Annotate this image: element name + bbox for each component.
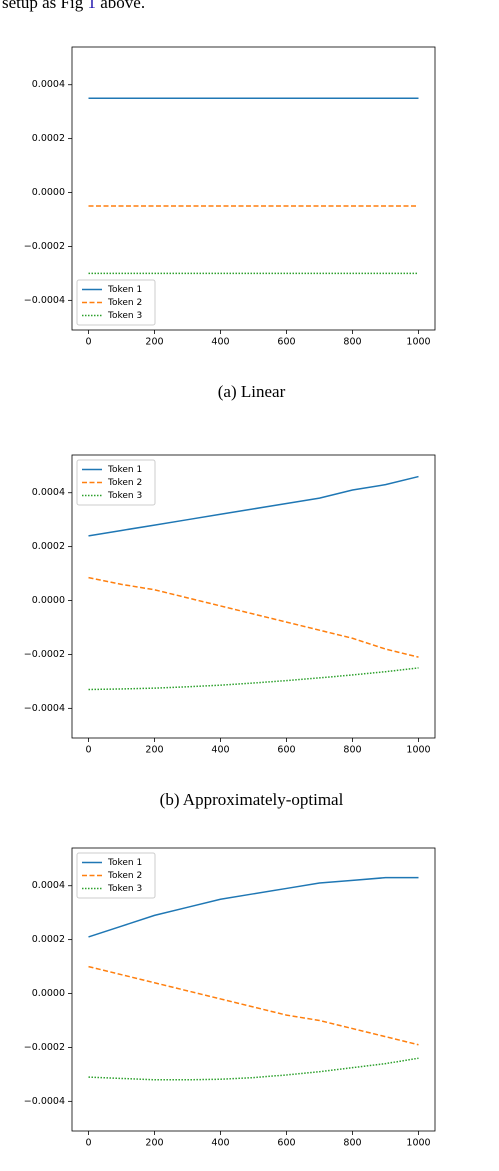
text: above. [100, 0, 145, 12]
x-tick-label: 800 [343, 745, 361, 756]
legend-label: Token 1 [107, 858, 142, 868]
legend-label: Token 1 [107, 465, 142, 475]
caption: (b) Approximately-optimal [160, 790, 344, 809]
y-tick-label: 0.0002 [32, 133, 65, 144]
x-tick-label: 200 [145, 745, 163, 756]
line-series [88, 876, 419, 938]
y-tick-label: 0.0000 [32, 595, 65, 606]
x-tick-label: 200 [145, 337, 163, 348]
x-tick-label: 0 [85, 337, 91, 348]
x-tick-label: 400 [211, 745, 229, 756]
plot-frame [71, 46, 436, 331]
legend-label: Token 2 [107, 871, 142, 881]
legend-label: Token 2 [107, 298, 142, 308]
x-tick-label: 600 [277, 337, 295, 348]
legend-box [76, 852, 156, 899]
x-tick-label: 800 [343, 1138, 361, 1149]
x-tick-label: 800 [343, 337, 361, 348]
text: setup as Fig [2, 0, 84, 12]
line-series [88, 1057, 419, 1081]
chart: −0.0004 −0.0002 0.0000 0.0002 0.0004 0 200 400 6… [24, 46, 436, 401]
reference: 1 [87, 0, 96, 12]
line-series [88, 667, 419, 691]
legend-label: Token 3 [107, 311, 142, 321]
y-tick-label: −0.0004 [24, 295, 65, 306]
plot-frame [71, 847, 436, 1132]
legend-box [76, 279, 156, 326]
y-tick-label: −0.0004 [24, 703, 65, 714]
x-tick-label: 400 [211, 1138, 229, 1149]
x-tick-label: 600 [277, 1138, 295, 1149]
y-tick-label: −0.0002 [24, 649, 65, 660]
x-tick-label: 0 [85, 745, 91, 756]
legend-label: Token 2 [107, 478, 142, 488]
y-tick-label: −0.0002 [24, 241, 65, 252]
x-tick-label: 600 [277, 745, 295, 756]
y-tick-label: 0.0002 [32, 541, 65, 552]
x-tick-label: 400 [211, 337, 229, 348]
y-tick-label: −0.0002 [24, 1042, 65, 1053]
legend-label: Token 3 [107, 884, 142, 894]
y-tick-label: 0.0002 [32, 934, 65, 945]
y-tick-label: 0.0000 [32, 187, 65, 198]
y-tick-label: 0.0000 [32, 988, 65, 999]
y-tick-label: 0.0004 [32, 79, 65, 90]
line-series [88, 475, 419, 537]
body-text: setup as Fig 1 above. [2, 0, 145, 12]
plot-frame [71, 454, 436, 739]
x-tick-label: 1000 [406, 1138, 430, 1149]
y-tick-label: 0.0004 [32, 487, 65, 498]
chart: −0.0004 −0.0002 0.0000 0.0002 0.0004 0 200 400 6… [24, 454, 436, 809]
y-tick-label: −0.0004 [24, 1096, 65, 1107]
caption: (a) Linear [218, 382, 286, 401]
line-series [88, 576, 419, 658]
legend-label: Token 1 [107, 285, 142, 295]
x-tick-label: 1000 [406, 337, 430, 348]
legend-box [76, 459, 156, 506]
legend-label: Token 3 [107, 491, 142, 501]
y-tick-label: 0.0004 [32, 880, 65, 891]
x-tick-label: 0 [85, 1138, 91, 1149]
x-tick-label: 1000 [406, 745, 430, 756]
line-series [88, 965, 419, 1046]
x-tick-label: 200 [145, 1138, 163, 1149]
chart: −0.0004 −0.0002 0.0000 0.0002 0.0004 0 200 400 6… [24, 847, 436, 1149]
